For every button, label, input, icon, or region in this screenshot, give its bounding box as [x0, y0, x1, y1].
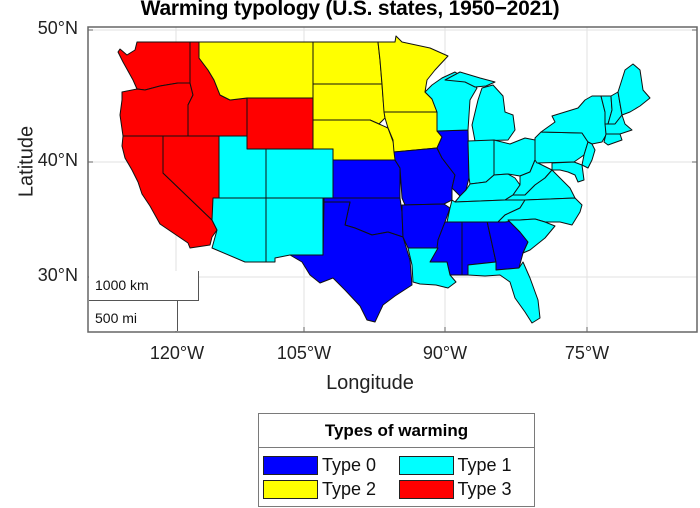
state-south-dakota	[312, 83, 386, 125]
xtick-120w: 120°W	[149, 343, 205, 363]
x-axis-label: Longitude	[326, 372, 414, 394]
state-maine	[617, 63, 651, 116]
state-new-mexico	[265, 197, 324, 263]
state-new-jersey	[581, 141, 596, 169]
state-maryland-delaware	[551, 161, 585, 183]
legend-swatch-type0	[263, 455, 318, 475]
legend-swatch-type2	[263, 479, 318, 499]
legend-label-type0: Type 0	[322, 454, 377, 475]
state-wyoming	[246, 97, 314, 150]
legend-title: Types of warming	[259, 414, 534, 448]
state-louisiana	[407, 247, 457, 289]
legend-item-type0[interactable]: Type 0	[263, 454, 399, 476]
legend: Types of warming Type 0 Type 1 Type 2 Ty…	[258, 413, 535, 507]
scale-bar-mi: 500 mi	[89, 300, 178, 331]
state-connecticut-ri	[603, 133, 623, 146]
state-texas	[289, 201, 413, 323]
legend-label-type2: Type 2	[322, 478, 377, 499]
legend-swatch-type1	[398, 455, 454, 475]
state-ohio	[493, 137, 536, 177]
state-colorado	[265, 148, 334, 199]
ytick-50n: 50°N	[37, 18, 78, 38]
legend-label-type1: Type 1	[457, 454, 512, 475]
ytick-30n: 30°N	[37, 265, 78, 285]
legend-item-type3[interactable]: Type 3	[398, 478, 535, 500]
state-michigan	[471, 84, 516, 142]
state-wisconsin	[424, 71, 478, 132]
state-indiana	[467, 139, 495, 185]
state-oregon	[119, 82, 194, 137]
state-michigan-upper	[444, 71, 496, 88]
state-north-dakota	[312, 41, 383, 85]
scale-bar-km: 1000 km	[89, 271, 199, 301]
xtick-75w: 75°W	[564, 343, 610, 363]
type2-states	[198, 35, 449, 161]
legend-label-type3: Type 3	[457, 478, 512, 499]
chart-title: Warming typology (U.S. states, 1950−2021…	[140, 0, 560, 20]
type1-states	[211, 63, 651, 324]
state-pennsylvania	[534, 131, 589, 164]
legend-item-type1[interactable]: Type 1	[398, 454, 535, 476]
legend-swatch-type3	[398, 479, 454, 499]
state-minnesota	[377, 35, 449, 113]
xtick-90w: 90°W	[422, 343, 468, 363]
ytick-40n: 40°N	[37, 150, 78, 170]
state-south-carolina	[507, 218, 556, 254]
axes-frame	[87, 26, 698, 333]
xtick-105w: 105°W	[276, 343, 332, 363]
state-kansas	[332, 159, 401, 199]
state-florida	[467, 261, 541, 324]
legend-item-type2[interactable]: Type 2	[263, 478, 399, 500]
